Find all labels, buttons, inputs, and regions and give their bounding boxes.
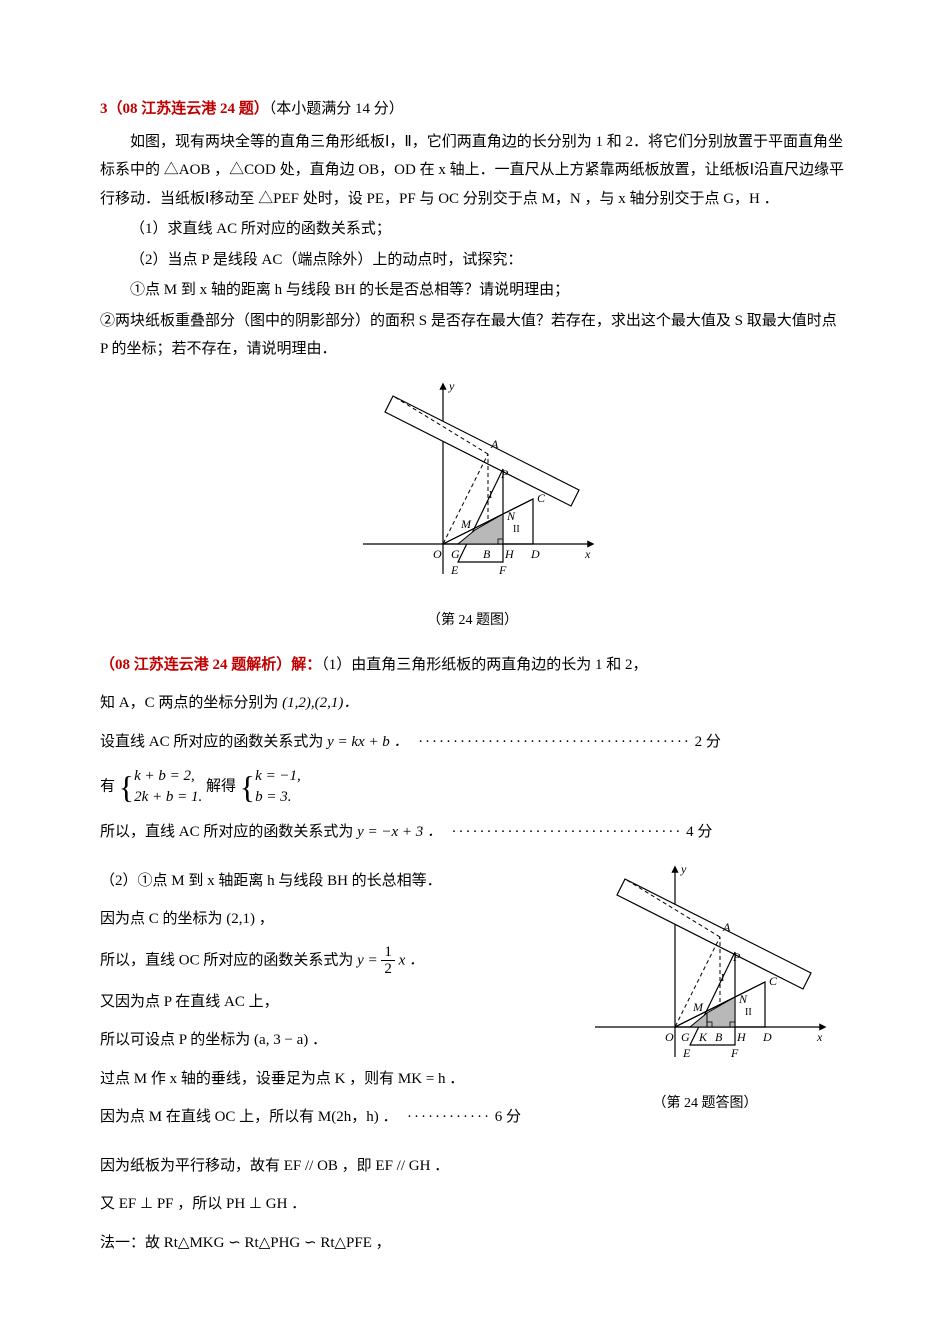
lbl2-G: G — [681, 1030, 690, 1044]
sol-s12-pre: 因为点 M 在直线 OC 上，所以有 M(2h，h) ． — [100, 1109, 398, 1125]
frac-half: 12 — [381, 944, 395, 978]
sol-s5-eq: y = −x + 3 ． — [357, 824, 442, 840]
lbl2-I: I — [721, 973, 724, 984]
sol-s3-pre: 设直线 AC 所对应的函数关系式为 — [100, 734, 327, 750]
problem-q2a: ①点 M 到 x 轴的距离 h 与线段 BH 的长是否总相等？请说明理由； — [100, 276, 845, 305]
lbl-N: N — [506, 509, 516, 523]
frac-num: 1 — [381, 944, 395, 962]
figure-2-caption: （第 24 题答图） — [565, 1091, 845, 1118]
two-col-left: （2）①点 M 到 x 轴距离 h 与线段 BH 的长总相等． 因为点 C 的坐… — [100, 857, 545, 1142]
sol-line-2: 知 A，C 两点的坐标分别为 (1,2),(2,1)． — [100, 689, 845, 718]
lbl-O: O — [433, 547, 442, 561]
two-col-block: （2）①点 M 到 x 轴距离 h 与线段 BH 的长总相等． 因为点 C 的坐… — [100, 857, 845, 1142]
lbl2-E: E — [682, 1046, 691, 1060]
sys1a: k + b = 2, — [134, 768, 195, 784]
lbl2-M: M — [692, 1000, 704, 1014]
lbl-x: x — [584, 547, 591, 561]
lbl2-A: A — [722, 920, 731, 934]
dots-2: ································· — [446, 824, 683, 840]
lbl2-P: P — [732, 950, 741, 964]
lbl2-D: D — [762, 1030, 772, 1044]
problem-score: （本小题满分 14 分） — [269, 101, 404, 117]
sol-s14: 又 EF ⊥ PF ，所以 PH ⊥ GH ． — [100, 1190, 845, 1219]
lbl2-N: N — [738, 992, 748, 1006]
sol-s4-pre: 有 — [100, 779, 115, 795]
sol-line-12: 因为点 M 在直线 OC 上，所以有 M(2h，h) ． ···········… — [100, 1103, 545, 1132]
sol-line-4: 有 { k + b = 2, 2k + b = 1. 解得 { k = −1, … — [100, 766, 845, 808]
lbl-F: F — [498, 563, 507, 577]
sol-s7: 因为点 C 的坐标为 (2,1) ， — [100, 905, 545, 934]
problem-number: 3 — [100, 101, 108, 117]
figure-1-svg: O A P C M N I II G B H D E F x y — [333, 374, 613, 594]
dots-3: ············ — [401, 1109, 491, 1125]
lbl-II: II — [513, 524, 520, 535]
lbl2-x: x — [816, 1030, 823, 1044]
problem-q2: （2）当点 P 是线段 AC（端点除外）上的动点时，试探究： — [100, 246, 845, 275]
sol-s8-eqpre: y = — [357, 952, 381, 968]
lbl2-y: y — [680, 862, 687, 876]
sol-s2-pre: 知 A，C 两点的坐标分别为 — [100, 695, 282, 711]
figure-1-caption: （第 24 题图） — [100, 608, 845, 635]
lbl2-B: B — [715, 1030, 723, 1044]
lbl2-II: II — [745, 1007, 752, 1018]
sol-s13: 因为纸板为平行移动，故有 EF // OB ，即 EF // GH ． — [100, 1152, 845, 1181]
problem-header: 3（08 江苏连云港 24 题）（本小题满分 14 分） — [100, 95, 845, 124]
system-2: { k = −1, b = 3. — [240, 766, 301, 808]
problem-p1: 如图，现有两块全等的直角三角形纸板Ⅰ，Ⅱ，它们两直角边的长分别为 1 和 2．将… — [100, 128, 845, 214]
sol-s9: 又因为点 P 在直线 AC 上， — [100, 988, 545, 1017]
lbl-D: D — [530, 547, 540, 561]
figure-2-svg: O A P C M N I II G K B H D E F x y — [565, 857, 845, 1077]
two-col-right: O A P C M N I II G K B H D E F x y （第 24… — [565, 857, 845, 1118]
dots-1: ······································· — [412, 734, 691, 750]
sol-s3-eq: y = kx + b ． — [327, 734, 408, 750]
sol-s3-score: 2 分 — [695, 734, 721, 750]
sol-s15: 法一：故 Rt△MKG ∽ Rt△PHG ∽ Rt△PFE ， — [100, 1229, 845, 1258]
lbl2-H: H — [736, 1030, 747, 1044]
lbl-y: y — [448, 379, 455, 393]
lbl-H: H — [504, 547, 515, 561]
lbl-A: A — [490, 437, 499, 451]
lbl2-F: F — [730, 1046, 739, 1060]
sol-s4-mid: 解得 — [206, 779, 240, 795]
sol-s8-eqpost: x ． — [395, 952, 424, 968]
lbl-G: G — [451, 547, 460, 561]
sol-line-8: 所以，直线 OC 所对应的函数关系式为 y = 12 x ． — [100, 944, 545, 978]
lbl-M: M — [460, 517, 472, 531]
sol-s8-pre: 所以，直线 OC 所对应的函数关系式为 — [100, 952, 357, 968]
sol-s10: 所以可设点 P 的坐标为 (a, 3 − a) ． — [100, 1026, 545, 1055]
sol-s11: 过点 M 作 x 轴的垂线，设垂足为点 K ，则有 MK = h ． — [100, 1065, 545, 1094]
lbl-C: C — [537, 491, 546, 505]
sol-line-3: 设直线 AC 所对应的函数关系式为 y = kx + b ． ·········… — [100, 728, 845, 757]
sol-s5-pre: 所以，直线 AC 所对应的函数关系式为 — [100, 824, 357, 840]
frac-den: 2 — [381, 961, 395, 978]
lbl-E: E — [450, 563, 459, 577]
sol-s2-coords: (1,2),(2,1)． — [282, 695, 358, 711]
sol-s6: （2）①点 M 到 x 轴距离 h 与线段 BH 的长总相等． — [100, 867, 545, 896]
lbl-P: P — [500, 467, 509, 481]
sol-s5-score: 4 分 — [686, 824, 712, 840]
sol-line-5: 所以，直线 AC 所对应的函数关系式为 y = −x + 3 ． ·······… — [100, 818, 845, 847]
lbl2-K: K — [698, 1030, 708, 1044]
sol-line-1: （08 江苏连云港 24 题解析）解：（1）由直角三角形纸板的两直角边的长为 1… — [100, 651, 845, 680]
lbl-I: I — [489, 490, 492, 501]
solution: （08 江苏连云港 24 题解析）解：（1）由直角三角形纸板的两直角边的长为 1… — [100, 651, 845, 1258]
sol-header: （08 江苏连云港 24 题解析）解： — [100, 657, 321, 673]
system-1: { k + b = 2, 2k + b = 1. — [119, 766, 203, 808]
sol-s12-score: 6 分 — [495, 1109, 521, 1125]
sys2b: b = 3. — [255, 789, 291, 805]
problem-source: （08 江苏连云港 24 题） — [108, 101, 269, 117]
sys2a: k = −1, — [255, 768, 301, 784]
sys1b: 2k + b = 1. — [134, 789, 202, 805]
lbl-B: B — [483, 547, 491, 561]
figure-1: O A P C M N I II G B H D E F x y （第 24 题… — [100, 374, 845, 635]
sol-s1: （1）由直角三角形纸板的两直角边的长为 1 和 2， — [321, 657, 647, 673]
problem-q1: （1）求直线 AC 所对应的函数关系式； — [100, 215, 845, 244]
lbl2-O: O — [665, 1030, 674, 1044]
lbl2-C: C — [769, 974, 778, 988]
problem-q2b: ②两块纸板重叠部分（图中的阴影部分）的面积 S 是否存在最大值？若存在，求出这个… — [100, 307, 845, 364]
